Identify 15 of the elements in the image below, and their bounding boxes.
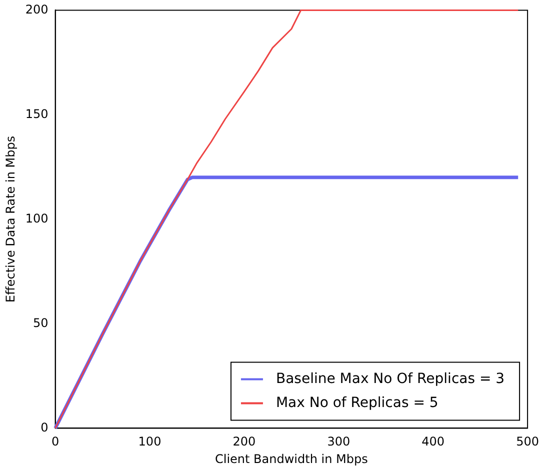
y-tick-label: 0 (40, 420, 48, 434)
x-tick-label: 200 (232, 434, 256, 449)
x-tick-label: 0 (51, 434, 60, 449)
x-tick-label: 300 (327, 434, 350, 449)
x-axis-title: Client Bandwidth in Mbps (214, 452, 368, 466)
y-tick-label: 150 (25, 106, 48, 121)
y-tick-label: 100 (25, 211, 48, 226)
y-tick-label: 200 (25, 2, 48, 16)
x-tick-label: 100 (138, 434, 162, 449)
x-tick-label: 500 (516, 434, 539, 449)
y-tick-label: 50 (33, 316, 48, 330)
y-axis-title: Effective Data Rate in Mbps (3, 136, 18, 302)
legend-label: Baseline Max No Of Replicas = 3 (276, 370, 505, 387)
legend-label: Max No of Replicas = 5 (276, 394, 438, 411)
x-tick-label: 400 (422, 434, 445, 449)
